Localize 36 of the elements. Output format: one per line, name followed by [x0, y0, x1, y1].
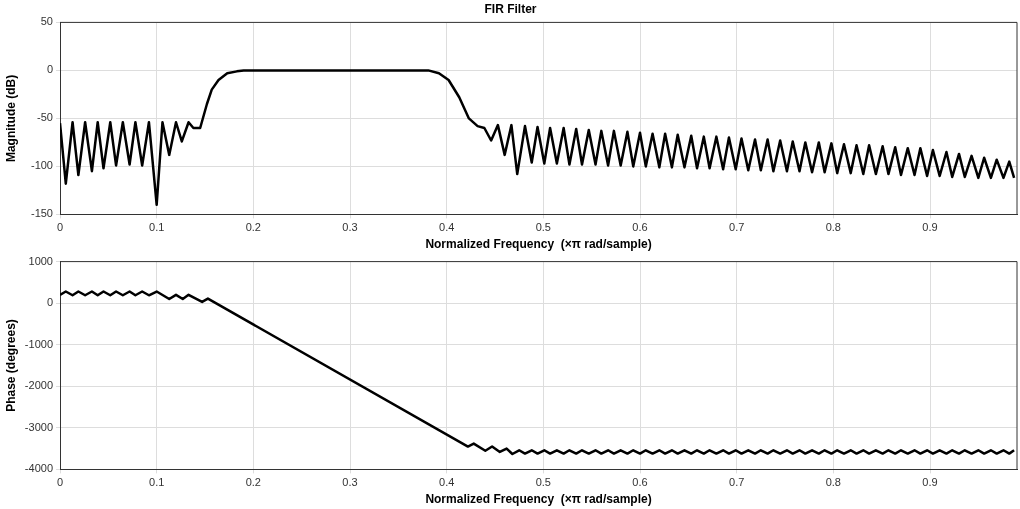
- x-tick-label: 0: [56, 476, 64, 489]
- x-axis-title: Normalized Frequency (×π rad/sample): [425, 492, 652, 507]
- x-tick-label: 0.6: [632, 476, 648, 489]
- y-tick-label: -1000: [24, 337, 53, 350]
- x-tick-label: 0.3: [342, 221, 358, 234]
- y-tick-label: 0: [46, 63, 53, 76]
- x-tick-label: 0.1: [149, 476, 165, 489]
- y-tick-label: -100: [30, 159, 53, 172]
- y-tick-label: -150: [30, 207, 53, 220]
- x-tick-label: 0.4: [439, 476, 455, 489]
- x-tick-label: 0: [56, 221, 64, 234]
- x-tick-label: 0.2: [245, 221, 261, 234]
- y-tick-label: 1000: [28, 254, 53, 267]
- chart-title: FIR Filter: [484, 1, 537, 16]
- x-tick-label: 0.9: [922, 476, 938, 489]
- x-tick-label: 0.5: [535, 221, 551, 234]
- y-axis-title: Phase (degrees): [3, 319, 18, 412]
- x-tick-label: 0.1: [149, 221, 165, 234]
- x-tick-label: 0.7: [729, 476, 745, 489]
- x-tick-label: 0.8: [825, 476, 841, 489]
- y-tick-label: -3000: [24, 420, 53, 433]
- y-tick-label: -50: [37, 111, 53, 124]
- x-tick-label: 0.2: [245, 476, 261, 489]
- x-tick-label: 0.9: [922, 221, 938, 234]
- y-tick-label: -2000: [24, 379, 53, 392]
- x-axis-title: Normalized Frequency (×π rad/sample): [425, 237, 652, 252]
- y-tick-label: -4000: [24, 462, 53, 475]
- x-tick-label: 0.3: [342, 476, 358, 489]
- x-tick-label: 0.6: [632, 221, 648, 234]
- x-tick-label: 0.4: [439, 221, 455, 234]
- x-tick-label: 0.5: [535, 476, 551, 489]
- x-tick-label: 0.8: [825, 221, 841, 234]
- y-tick-label: 50: [40, 15, 53, 28]
- x-tick-label: 0.7: [729, 221, 745, 234]
- y-axis-title: Magnitude (dB): [3, 74, 18, 163]
- y-tick-label: 0: [46, 296, 53, 309]
